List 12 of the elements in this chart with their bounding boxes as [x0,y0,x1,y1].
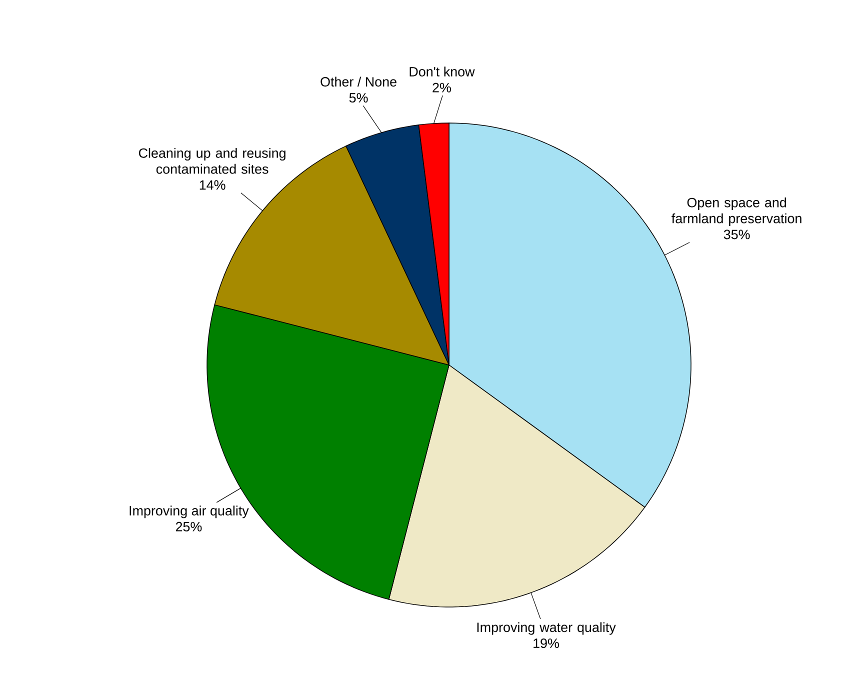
data-label: 35% [724,230,750,240]
slice-label: Improving water quality [477,622,616,635]
slice-label: Cleaning up and reusing contaminated sites [138,148,286,174]
slice-label: Improving air quality [130,506,249,518]
slice-label: Don't know [410,66,475,76]
data-label: 19% [534,638,559,648]
slice-label: Other / None [320,76,396,87]
slice-label: Open space and farmland preservation [672,197,802,226]
data-label: 2% [432,82,451,92]
data-label: 14% [200,180,226,190]
data-label: 5% [349,93,368,103]
data-label: 25% [176,522,202,532]
